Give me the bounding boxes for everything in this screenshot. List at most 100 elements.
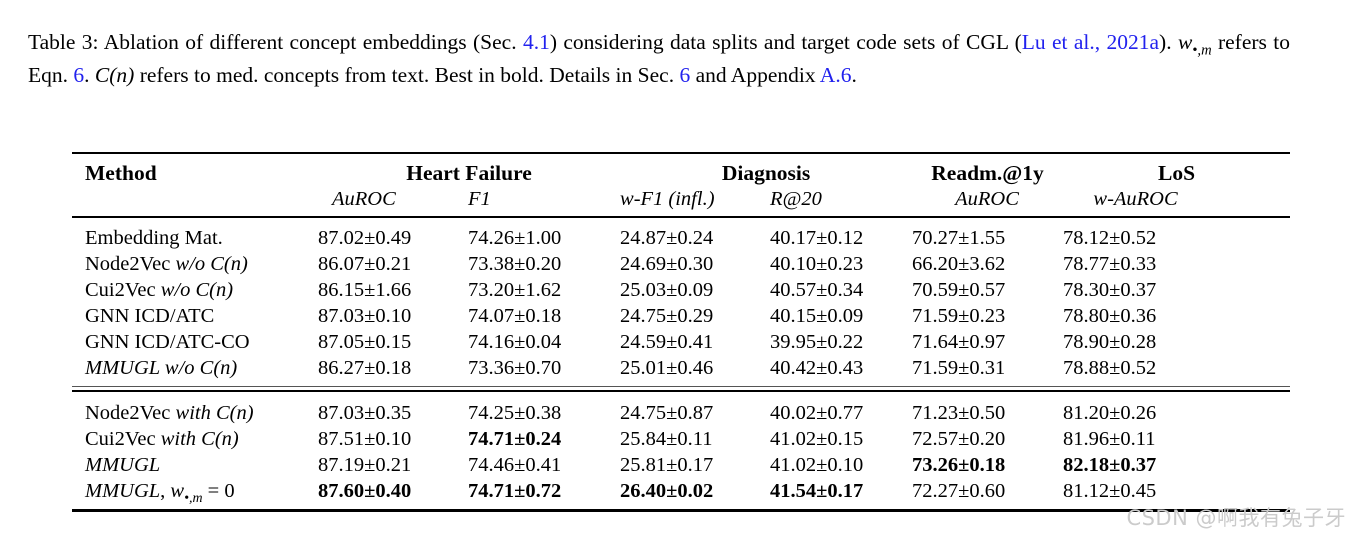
subheader-readm-auroc-label: AuROC [955,188,1019,210]
method-cell: Cui2Vec with C(n) [72,426,318,452]
value-cell: 24.75±0.29 [620,304,714,327]
value-cell: 74.16±0.04 [468,330,562,353]
value-cell: 78.88±0.52 [1063,356,1157,379]
value-cell: 86.27±0.18 [318,356,412,379]
method-cell: Node2Vec w/o C(n) [72,251,318,277]
subheader-los-wauroc-label: w-AuROC [1093,188,1178,210]
value-cell: 25.84±0.11 [620,427,713,450]
subheader-hf-auroc: AuROC [332,188,396,210]
value-cell: 81.20±0.26 [1063,401,1157,424]
method-label: Embedding Mat. [85,226,223,249]
value-cell: 24.59±0.41 [620,330,714,353]
table-row: MMUGL w/o C(n) 86.27±0.18 73.36±0.70 25.01±… [72,355,1290,387]
group-header-heart-failure: Heart Failure [406,161,532,185]
method-label: w/o C(n) [160,278,234,301]
value-cell: 87.60±0.40 [318,479,412,502]
group-header-readmission-label: Readm.@1y [931,161,1044,185]
value-cell: 81.96±0.11 [1063,427,1156,450]
value-cell: 39.95±0.22 [770,330,864,353]
table-header: Method Heart Failure Diagnosis Readm.@1y… [72,153,1291,217]
method-cell: MMUGL [72,452,318,478]
method-label: w/o C(n) [175,252,248,275]
value-cell: 87.02±0.49 [318,226,412,249]
value-cell: 26.40±0.02 [620,479,714,502]
value-cell: 24.87±0.24 [620,226,714,249]
value-cell: 40.15±0.09 [770,304,864,327]
method-cell: MMUGL w/o C(n) [72,355,318,387]
caption-text: •,m [1192,42,1212,59]
subheader-empty [72,186,318,217]
reference-link[interactable]: 6 [73,62,85,87]
caption-text: refers to Eqn. [28,30,1290,87]
table-row: GNN ICD/ATC 87.03±0.10 74.07±0.18 24.75±0.2… [72,303,1290,329]
table-row: MMUGL, w•,m = 0 87.60±0.40 74.71±0.72 26.40… [72,478,1290,511]
method-cell: GNN ICD/ATC-CO [72,329,318,355]
caption-text: w [1177,30,1193,54]
value-cell: 24.69±0.30 [620,252,714,275]
table-row: GNN ICD/ATC-CO 87.05±0.15 74.16±0.04 24.59±… [72,329,1290,355]
reference-link[interactable]: Lu et al., 2021a [1021,30,1160,54]
table-row: MMUGL 87.19±0.21 74.46±0.41 25.81±0.17 41.02… [72,452,1290,478]
caption-text: refers to med. concepts from text. Best … [134,62,680,87]
value-cell: 74.46±0.41 [468,453,562,476]
method-cell: MMUGL, w•,m = 0 [72,478,318,511]
group-header-readmission: Readm.@1y [912,153,1063,186]
value-cell: 66.20±3.62 [912,252,1006,275]
method-label: w [170,479,185,502]
table-row: Node2Vec with C(n) 87.03±0.35 74.25±0.38 24… [72,391,1290,426]
subheader-diag-wf1: w-F1 (infl.) [620,188,715,210]
value-cell: 73.20±1.62 [468,278,562,301]
value-cell: 41.02±0.15 [770,427,864,450]
table-body: Embedding Mat. 87.02±0.49 74.26±1.00 24.87±… [72,217,1291,511]
value-cell: 87.05±0.15 [318,330,412,353]
value-cell: 87.19±0.21 [318,453,412,476]
method-cell: Cui2Vec w/o C(n) [72,277,318,303]
table-row: Node2Vec w/o C(n) 86.07±0.21 73.38±0.20 24.… [72,251,1290,277]
value-cell: 71.59±0.23 [912,304,1006,327]
method-cell: GNN ICD/ATC [72,303,318,329]
caption-text: ) considering data splits and target cod… [549,30,1022,54]
value-cell: 81.12±0.45 [1063,479,1157,502]
value-cell: 70.27±1.55 [912,226,1006,249]
value-cell: 78.80±0.36 [1063,304,1157,327]
results-table: Method Heart Failure Diagnosis Readm.@1y… [72,152,1291,512]
method-label: Cui2Vec [85,278,161,301]
group-header-diagnosis: Diagnosis [721,161,811,185]
value-cell: 78.90±0.28 [1063,330,1157,353]
value-cell: 73.38±0.20 [468,252,562,275]
group-header-los: LoS [1063,153,1290,186]
value-cell: 78.77±0.33 [1063,252,1157,275]
table-row: Cui2Vec w/o C(n) 86.15±1.66 73.20±1.62 25.0… [72,277,1290,303]
caption-text: . [851,62,857,87]
group-header-los-label: LoS [1158,161,1196,185]
value-cell: 72.57±0.20 [912,427,1006,450]
reference-link[interactable]: A.6 [819,62,852,87]
value-cell: 24.75±0.87 [620,401,714,424]
caption-text: C(n) [94,62,135,87]
subheader-los-wauroc: w-AuROC [1063,186,1290,217]
caption-text: . [84,62,95,87]
separator-cell [72,386,1291,392]
value-cell: 70.59±0.57 [912,278,1006,301]
value-cell: 40.02±0.77 [770,401,864,424]
reference-link[interactable]: 4.1 [522,30,550,54]
method-label: MMUGL [85,453,161,476]
value-cell: 87.03±0.10 [318,304,412,327]
reference-link[interactable]: 6 [679,62,691,87]
method-label: •,m [184,490,203,506]
value-cell: 25.03±0.09 [620,278,714,301]
method-label: with C(n) [175,401,254,424]
value-cell: 73.26±0.18 [912,453,1006,476]
value-cell: 41.54±0.17 [770,479,864,502]
caption-text: and Appendix [690,62,820,87]
value-cell: 40.57±0.34 [770,278,864,301]
value-cell: 71.23±0.50 [912,401,1006,424]
method-label: GNN ICD/ATC-CO [85,330,250,353]
subheader-hf-f1: F1 [468,188,491,210]
table-caption: Table 3: Ablation of different concept e… [28,26,1290,91]
method-label: MMUGL [85,479,161,502]
method-label: Node2Vec [85,252,176,275]
method-label: with C(n) [160,427,239,450]
method-label: Cui2Vec [85,427,161,450]
method-label: Node2Vec [85,401,176,424]
